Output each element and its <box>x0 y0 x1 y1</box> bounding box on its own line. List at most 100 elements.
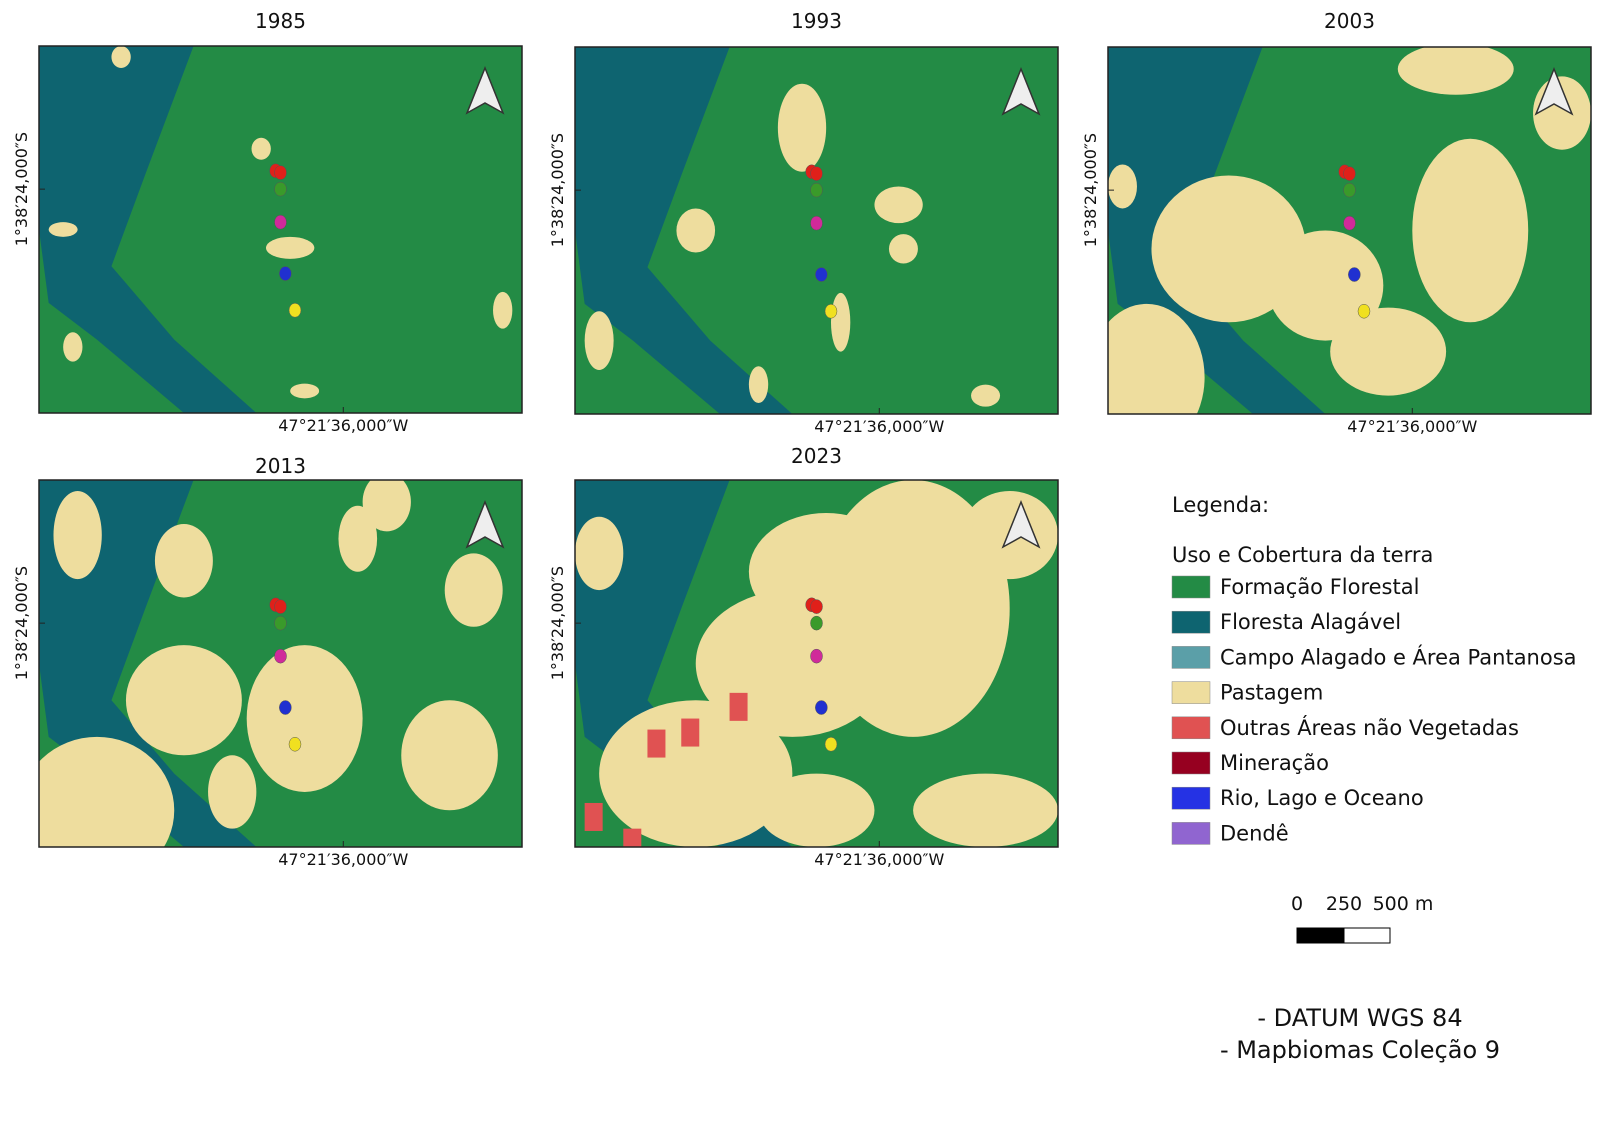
panel-title: 1985 <box>255 9 306 33</box>
pasture <box>125 645 242 756</box>
sample-point <box>1343 215 1356 231</box>
lon-label: 47°21′36,000″W <box>1347 417 1477 436</box>
scale-bar <box>1343 927 1391 944</box>
pasture <box>777 83 827 172</box>
pasture <box>748 366 769 403</box>
panel-title: 2013 <box>255 454 306 478</box>
note: - DATUM WGS 84 <box>1257 1004 1462 1032</box>
sample-point <box>824 303 838 319</box>
pasture <box>63 332 83 362</box>
pasture <box>748 513 904 631</box>
non-vegetated <box>729 692 748 721</box>
pasture <box>444 553 503 627</box>
legend-swatch <box>1171 646 1211 669</box>
map-panels <box>38 45 1592 848</box>
lon-label: 47°21′36,000″W <box>278 850 408 869</box>
non-vegetated <box>681 718 700 747</box>
north-arrow <box>1001 499 1041 549</box>
sample-point <box>274 599 287 614</box>
pasture <box>971 384 1001 407</box>
map <box>575 47 1058 414</box>
north-arrow <box>465 65 505 115</box>
pasture <box>1108 164 1137 209</box>
legend-label: Floresta Alagável <box>1220 610 1401 634</box>
legend-label: Dendê <box>1220 821 1289 845</box>
sample-point <box>288 302 302 318</box>
non-vegetated <box>584 802 603 831</box>
sample-point <box>279 700 292 715</box>
pasture <box>290 383 320 399</box>
legend-label: Mineração <box>1220 751 1329 775</box>
pasture <box>266 236 315 259</box>
legend-label: Outras Áreas não Vegetadas <box>1220 715 1519 740</box>
pasture <box>39 736 175 847</box>
non-vegetated <box>647 729 666 758</box>
map-frame <box>574 46 1059 415</box>
lat-label: 1°38′24,000″S <box>548 133 567 247</box>
sample-point <box>274 615 287 631</box>
legend-label: Campo Alagado e Área Pantanosa <box>1220 644 1577 669</box>
pasture <box>1397 47 1514 95</box>
pasture <box>676 208 716 253</box>
map <box>39 480 522 847</box>
pasture <box>584 311 614 370</box>
pasture <box>208 755 257 829</box>
sample-point <box>274 181 287 197</box>
scale-label: 0 <box>1291 893 1303 915</box>
legend-title: Legenda: <box>1172 493 1269 517</box>
lon-label: 47°21′36,000″W <box>814 417 944 436</box>
sample-point <box>1343 182 1356 198</box>
legend-swatch <box>1171 575 1211 599</box>
map <box>39 46 522 413</box>
pasture <box>575 516 624 591</box>
pasture <box>338 505 378 572</box>
lat-label: 1°38′24,000″S <box>12 566 31 680</box>
legend-label: Rio, Lago e Oceano <box>1220 786 1424 810</box>
sample-point <box>810 615 823 631</box>
pasture <box>53 491 102 580</box>
sample-point <box>1357 303 1371 319</box>
pasture <box>1267 230 1384 341</box>
sample-point <box>1348 267 1361 282</box>
non-vegetated <box>623 828 642 847</box>
lon-label: 47°21′36,000″W <box>814 850 944 869</box>
pasture <box>111 46 131 69</box>
legend-swatch <box>1171 716 1211 740</box>
legend-swatch <box>1171 610 1211 634</box>
legend-swatch <box>1171 822 1211 845</box>
legend-swatch <box>1171 751 1211 775</box>
pasture <box>830 292 851 352</box>
pasture <box>913 773 1058 847</box>
sample-point <box>274 165 287 180</box>
pasture <box>874 186 923 224</box>
sample-point <box>810 648 823 664</box>
pasture <box>1108 303 1205 414</box>
flooded-forest <box>575 47 793 414</box>
scale-bar <box>1296 927 1345 944</box>
map <box>1108 47 1591 414</box>
flooded-forest <box>39 46 257 413</box>
legend-swatch <box>1171 786 1211 810</box>
lat-label: 1°38′24,000″S <box>1081 133 1100 247</box>
legend-label: Formação Florestal <box>1220 575 1419 599</box>
legend: Formação Florestal Floresta Alagável Campo… <box>1171 575 1577 845</box>
sample-point <box>824 736 838 752</box>
pasture <box>1330 307 1447 396</box>
sample-point <box>274 648 287 664</box>
scale-label: 250 <box>1326 893 1362 915</box>
lat-label: 1°38′24,000″S <box>548 566 567 680</box>
map <box>575 480 1058 847</box>
sample-point <box>810 182 823 198</box>
pasture <box>48 222 78 237</box>
north-arrow <box>1001 66 1041 116</box>
pasture <box>154 524 213 598</box>
panel-title: 2003 <box>1324 9 1375 33</box>
lat-label: 1°38′24,000″S <box>12 132 31 246</box>
map-frame <box>38 479 523 848</box>
map-frame <box>1107 46 1592 415</box>
lon-label: 47°21′36,000″W <box>278 416 408 435</box>
pasture <box>1412 138 1529 323</box>
sample-point <box>810 166 823 181</box>
pasture <box>251 137 271 160</box>
sample-point <box>815 700 828 715</box>
